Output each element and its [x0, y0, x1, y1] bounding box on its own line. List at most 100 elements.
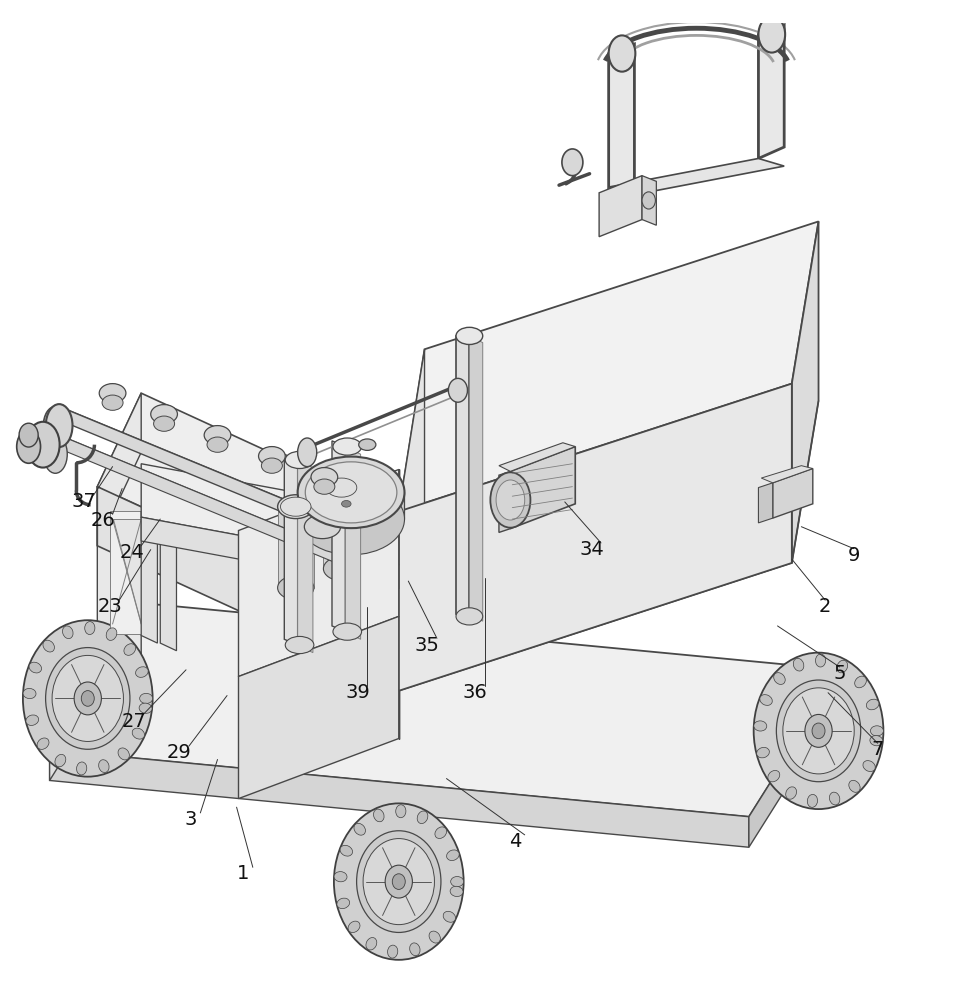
Ellipse shape — [490, 472, 530, 528]
Polygon shape — [277, 507, 314, 588]
Ellipse shape — [336, 898, 349, 909]
Ellipse shape — [258, 447, 285, 466]
Ellipse shape — [828, 792, 839, 805]
Ellipse shape — [804, 714, 831, 747]
Ellipse shape — [758, 16, 784, 53]
Ellipse shape — [85, 622, 94, 635]
Polygon shape — [50, 407, 355, 538]
Ellipse shape — [354, 823, 365, 835]
Polygon shape — [323, 488, 359, 569]
Ellipse shape — [204, 426, 231, 445]
Ellipse shape — [773, 673, 784, 684]
Ellipse shape — [561, 149, 582, 176]
Ellipse shape — [782, 688, 853, 774]
Ellipse shape — [416, 811, 427, 824]
Text: 1: 1 — [237, 864, 249, 883]
Polygon shape — [97, 393, 398, 605]
Polygon shape — [456, 336, 469, 614]
Ellipse shape — [869, 726, 882, 736]
Polygon shape — [598, 176, 641, 237]
Ellipse shape — [153, 416, 174, 431]
Ellipse shape — [753, 653, 882, 809]
Ellipse shape — [456, 608, 482, 625]
Ellipse shape — [311, 468, 337, 487]
Polygon shape — [141, 511, 157, 643]
Ellipse shape — [450, 886, 462, 897]
Ellipse shape — [132, 728, 144, 739]
Polygon shape — [758, 483, 772, 523]
Ellipse shape — [297, 457, 404, 528]
Polygon shape — [59, 435, 355, 569]
Ellipse shape — [641, 192, 655, 209]
Ellipse shape — [277, 495, 314, 519]
Ellipse shape — [806, 794, 817, 807]
Polygon shape — [284, 454, 297, 645]
Polygon shape — [469, 336, 482, 621]
Ellipse shape — [27, 422, 60, 468]
Ellipse shape — [37, 738, 49, 749]
Ellipse shape — [448, 378, 467, 402]
Ellipse shape — [29, 662, 42, 673]
Ellipse shape — [323, 476, 359, 500]
Polygon shape — [97, 393, 141, 546]
Ellipse shape — [358, 439, 375, 450]
Ellipse shape — [44, 435, 67, 473]
Text: 39: 39 — [345, 683, 370, 702]
Ellipse shape — [23, 688, 36, 699]
Ellipse shape — [135, 667, 148, 677]
Ellipse shape — [26, 715, 38, 725]
Ellipse shape — [76, 762, 87, 775]
Ellipse shape — [443, 911, 455, 922]
Ellipse shape — [356, 831, 440, 932]
Ellipse shape — [334, 872, 347, 882]
Text: 24: 24 — [119, 543, 144, 562]
Ellipse shape — [776, 680, 860, 782]
Ellipse shape — [387, 945, 397, 958]
Polygon shape — [608, 158, 783, 195]
Text: 37: 37 — [71, 492, 96, 511]
Text: 34: 34 — [578, 540, 603, 559]
Polygon shape — [97, 487, 141, 667]
Polygon shape — [760, 466, 812, 483]
Ellipse shape — [46, 648, 130, 749]
Ellipse shape — [753, 721, 766, 731]
Ellipse shape — [305, 462, 396, 523]
Polygon shape — [141, 464, 398, 565]
Ellipse shape — [44, 407, 67, 445]
Polygon shape — [608, 187, 634, 206]
Ellipse shape — [297, 438, 316, 467]
Text: 23: 23 — [97, 597, 122, 616]
Ellipse shape — [348, 921, 359, 933]
Polygon shape — [50, 603, 141, 780]
Ellipse shape — [385, 865, 412, 898]
Ellipse shape — [608, 35, 635, 72]
Ellipse shape — [285, 636, 314, 654]
Polygon shape — [59, 407, 355, 540]
Polygon shape — [355, 511, 398, 664]
Ellipse shape — [43, 640, 54, 652]
Ellipse shape — [409, 943, 419, 956]
Polygon shape — [141, 517, 398, 589]
Ellipse shape — [785, 787, 796, 799]
Ellipse shape — [106, 628, 116, 640]
Polygon shape — [50, 750, 748, 847]
Text: 29: 29 — [167, 743, 192, 762]
Ellipse shape — [767, 770, 779, 782]
Text: 26: 26 — [91, 511, 115, 530]
Polygon shape — [110, 511, 141, 634]
Text: 36: 36 — [462, 683, 487, 702]
Ellipse shape — [52, 655, 123, 741]
Polygon shape — [510, 447, 575, 529]
Polygon shape — [97, 487, 355, 664]
Ellipse shape — [124, 644, 135, 655]
Polygon shape — [297, 492, 404, 519]
Text: 35: 35 — [415, 636, 439, 655]
Ellipse shape — [314, 479, 335, 494]
Ellipse shape — [435, 827, 446, 838]
Ellipse shape — [446, 850, 458, 861]
Ellipse shape — [450, 877, 463, 887]
Ellipse shape — [366, 938, 376, 950]
Ellipse shape — [862, 761, 874, 772]
Ellipse shape — [280, 497, 311, 516]
Polygon shape — [238, 469, 398, 676]
